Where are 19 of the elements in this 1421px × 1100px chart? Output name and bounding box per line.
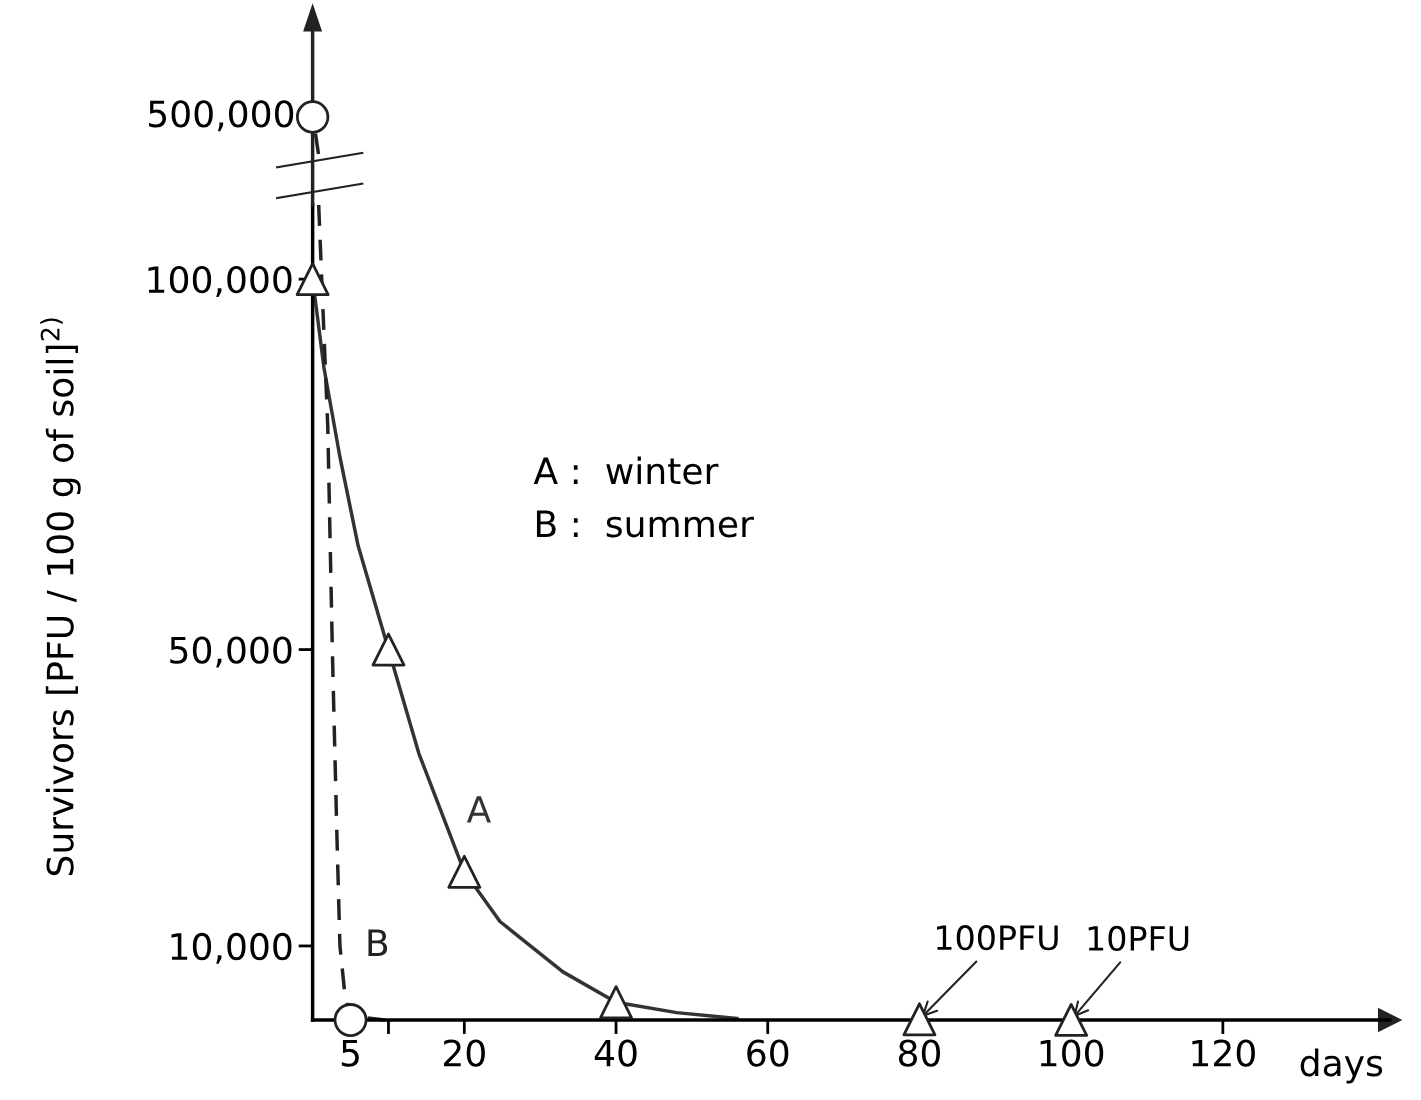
series-label: A [466,796,491,823]
text: 500,000 [149,100,294,132]
y-tick-label: 100,000 [148,266,292,298]
x-axis-title: days [1300,1048,1383,1084]
series-label: B [368,929,388,956]
x-tick-label: 20 [444,1039,485,1067]
y-tick-label: 50,000 [170,636,292,668]
x-tick-label: 80 [898,1039,941,1067]
x-tick-label: 60 [747,1039,789,1067]
y-axis-title: Survivors [PFU / 100 g of soil]$^{2)}$ [40,318,81,876]
annotation: B : summer [536,510,754,538]
annotation: 100PFU [937,925,1058,951]
annotation: A : winter [533,456,719,485]
x-tick-label: 120 [1192,1039,1255,1067]
y-tick-label: 10,000 [171,932,292,964]
x-tick-label: 40 [594,1039,637,1067]
x-tick-label: 100 [1040,1039,1104,1067]
x-tick-label: 5 [341,1039,359,1067]
annotation: 10PFU [1088,925,1189,951]
